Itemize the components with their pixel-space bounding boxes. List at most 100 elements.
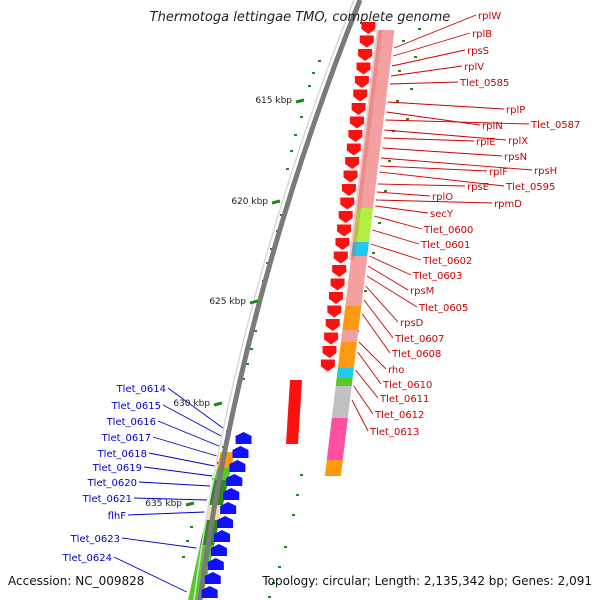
gene-label-left: Tlet_0616 bbox=[106, 417, 156, 428]
leader-line-right bbox=[390, 65, 463, 77]
gene-label-right: rplP bbox=[506, 105, 525, 116]
gene-arrow-red bbox=[325, 319, 340, 331]
gene-block-red bbox=[286, 380, 302, 444]
gene-label-right: Tlet_0595 bbox=[505, 182, 555, 193]
gc-dot bbox=[388, 160, 391, 162]
gc-dot bbox=[270, 248, 273, 250]
feature-block bbox=[342, 306, 362, 330]
backbone-ring bbox=[193, 0, 363, 600]
gc-dot bbox=[406, 118, 409, 120]
leader-line-right bbox=[355, 369, 379, 399]
gc-dot bbox=[246, 363, 249, 365]
gc-dot bbox=[300, 474, 303, 476]
gc-dot bbox=[296, 494, 299, 496]
leader-line-left bbox=[167, 387, 224, 429]
scale-tick-label: 615 kbp bbox=[255, 96, 292, 106]
leader-line-left bbox=[127, 511, 205, 516]
gene-arrow-blue bbox=[220, 502, 237, 514]
gene-arrow-red bbox=[348, 130, 363, 142]
gene-arrow-blue bbox=[223, 488, 240, 500]
gene-label-right: rplN bbox=[482, 121, 503, 132]
leader-line-right bbox=[375, 199, 493, 204]
gene-label-right: Tlet_0612 bbox=[374, 410, 424, 421]
gc-dot bbox=[242, 378, 245, 380]
gc-dot bbox=[292, 514, 295, 516]
leader-line-right bbox=[375, 205, 429, 214]
feature-block bbox=[357, 30, 395, 208]
gc-dot bbox=[266, 262, 269, 264]
scale-tick-mark bbox=[295, 98, 305, 104]
leader-line-right bbox=[385, 119, 530, 125]
leader-line-left bbox=[162, 404, 222, 437]
label-leader-lines bbox=[113, 14, 533, 593]
gc-dot bbox=[286, 168, 289, 170]
gene-arrow-red bbox=[333, 251, 348, 264]
gene-label-right: rpsH bbox=[534, 166, 557, 177]
leader-line-right bbox=[386, 111, 481, 126]
gc-dot bbox=[300, 116, 303, 118]
leader-line-right bbox=[363, 299, 394, 339]
feature-block bbox=[351, 242, 369, 256]
scale-tick-label: 620 kbp bbox=[231, 197, 268, 207]
leader-line-right bbox=[369, 255, 412, 276]
gene-arrow-red bbox=[324, 332, 339, 345]
leader-line-left bbox=[138, 481, 211, 487]
leader-line-right bbox=[353, 385, 374, 415]
leader-line-right bbox=[393, 32, 471, 57]
gene-label-left: Tlet_0614 bbox=[116, 384, 166, 395]
feature-block bbox=[337, 342, 357, 368]
map-title: Thermotoga lettingae TMO, complete genom… bbox=[149, 10, 451, 25]
accession-text: Accession: NC_009828 bbox=[8, 574, 145, 588]
gene-label-right: Tlet_0587 bbox=[530, 120, 580, 131]
gene-arrow-red bbox=[351, 103, 366, 115]
gene-label-left: Tlet_0621 bbox=[82, 494, 132, 505]
gene-arrow-red bbox=[356, 62, 371, 75]
gene-label-right: Tlet_0607 bbox=[394, 334, 444, 345]
gene-arrow-blue bbox=[232, 446, 249, 458]
gc-dot bbox=[278, 566, 281, 568]
gc-dot bbox=[364, 290, 367, 292]
gene-label-right: Tlet_0602 bbox=[422, 256, 472, 267]
gc-dot bbox=[396, 100, 399, 102]
gene-label-right: rplB bbox=[472, 29, 492, 40]
leader-line-left bbox=[143, 466, 213, 477]
scale-tick-mark bbox=[213, 401, 223, 407]
gene-arrow-red bbox=[327, 305, 342, 318]
gene-arrow-blue bbox=[204, 572, 221, 584]
gene-arrow-red bbox=[358, 49, 373, 61]
gene-arrow-red bbox=[359, 35, 374, 48]
scale-tick-mark bbox=[271, 199, 281, 205]
gene-label-right: rpsD bbox=[400, 318, 424, 329]
gc-dot bbox=[384, 190, 387, 192]
gc-dot bbox=[398, 70, 401, 72]
gene-arrow-red bbox=[330, 278, 345, 291]
feature-block bbox=[331, 386, 352, 418]
gene-label-right: Tlet_0585 bbox=[459, 78, 509, 89]
leader-line-right bbox=[357, 351, 382, 385]
gene-arrow-red bbox=[345, 157, 360, 169]
gc-dot bbox=[378, 222, 381, 224]
scale-tick-label: 630 kbp bbox=[173, 399, 210, 409]
gene-arrow-red bbox=[353, 89, 368, 102]
gene-arrow-red bbox=[320, 359, 335, 372]
gene-label-left: Tlet_0619 bbox=[92, 463, 142, 474]
gene-label-left: Tlet_0624 bbox=[62, 553, 112, 564]
gc-dot bbox=[284, 546, 287, 548]
gene-label-right: Tlet_0603 bbox=[412, 271, 462, 282]
gene-label-right: rpmD bbox=[494, 199, 522, 210]
gc-dot bbox=[272, 582, 275, 584]
gene-label-right: rplX bbox=[508, 136, 528, 147]
leader-line-right bbox=[394, 14, 477, 49]
leader-line-right bbox=[372, 229, 420, 245]
gc-dot bbox=[308, 85, 311, 87]
feature-block bbox=[345, 256, 368, 306]
gene-arrow-blue bbox=[207, 558, 224, 570]
feature-strip bbox=[348, 30, 383, 260]
leader-line-right bbox=[361, 313, 391, 354]
gc-dot bbox=[216, 462, 219, 464]
leader-line-right bbox=[383, 137, 475, 142]
gene-arrow-red bbox=[332, 265, 347, 277]
gene-arrow-red bbox=[337, 224, 352, 237]
